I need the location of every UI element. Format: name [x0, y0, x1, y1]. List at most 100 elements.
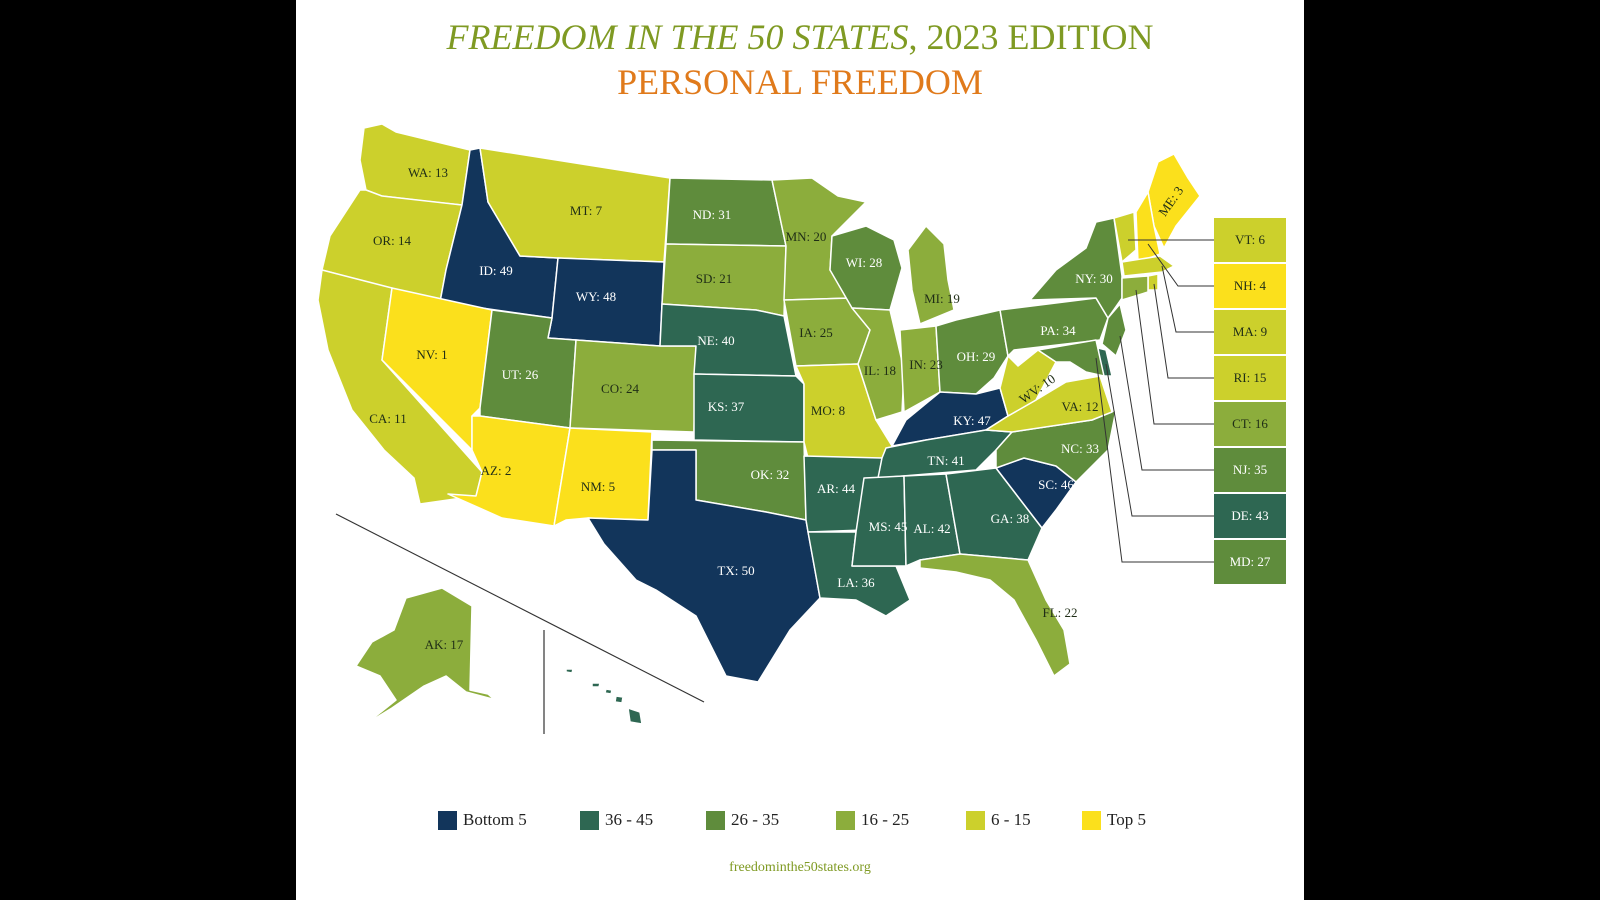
box-ct-label: CT: 16 [1232, 416, 1268, 431]
label-ga: GA: 38 [991, 511, 1030, 526]
alaska-separator-line [335, 513, 705, 703]
map-panel: FREEDOM IN THE 50 STATES, 2023 EDITION P… [296, 0, 1304, 900]
label-pa: PA: 34 [1040, 323, 1076, 338]
legend-swatch [706, 810, 725, 830]
box-vt: VT: 6 [1214, 218, 1286, 262]
label-az: AZ: 2 [481, 463, 512, 478]
legend-label: 26 - 35 [731, 810, 780, 829]
legend-swatch [836, 810, 855, 830]
box-ct: CT: 16 [1214, 402, 1286, 446]
legend-swatch [1082, 810, 1101, 830]
title-rest: , 2023 EDITION [908, 17, 1154, 57]
legend-item-top5: Top 5 [1082, 810, 1146, 830]
map-title: FREEDOM IN THE 50 STATES, 2023 EDITION [296, 16, 1304, 58]
box-nj-label: NJ: 35 [1232, 462, 1268, 477]
state-ct [1121, 275, 1149, 301]
label-nv: NV: 1 [416, 347, 447, 362]
state-il [851, 307, 905, 421]
leader-md [1095, 357, 1214, 563]
label-nd: ND: 31 [693, 207, 732, 222]
label-ak: AK: 17 [425, 637, 464, 652]
legend-item-bottom5: Bottom 5 [438, 810, 527, 830]
box-nh-label: NH: 4 [1233, 278, 1267, 293]
leader-ma [1161, 265, 1214, 333]
state-mi [907, 225, 955, 325]
state-ak [355, 587, 525, 727]
label-ks: KS: 37 [708, 399, 745, 414]
label-tx: TX: 50 [717, 563, 754, 578]
map-legend: Bottom 5 36 - 45 26 - 35 16 - 25 6 - 15 … [438, 810, 1198, 834]
state-ga [945, 467, 1043, 561]
box-vt-label: VT: 6 [1234, 232, 1266, 247]
label-in: IN: 23 [909, 357, 943, 372]
us-state-map: WA: 13 OR: 14 CA: 11 ID: 49 NV: 1 MT: 7 … [317, 123, 1214, 734]
box-de: DE: 43 [1214, 494, 1286, 538]
legend-item-16-25: 16 - 25 [836, 810, 909, 830]
legend-label: Bottom 5 [463, 810, 527, 829]
label-ms: MS: 45 [869, 519, 908, 534]
label-ca: CA: 11 [369, 411, 406, 426]
box-md: MD: 27 [1214, 540, 1286, 584]
legend-label: 6 - 15 [991, 810, 1031, 829]
label-or: OR: 14 [373, 233, 411, 248]
label-id: ID: 49 [479, 263, 513, 278]
label-co: CO: 24 [601, 381, 639, 396]
northeast-leader-lines [1095, 239, 1214, 563]
legend-label: Top 5 [1107, 810, 1146, 829]
state-md [1037, 339, 1105, 377]
label-sd: SD: 21 [696, 271, 732, 286]
label-mi: MI: 19 [924, 291, 960, 306]
label-mn: MN: 20 [786, 229, 827, 244]
label-va: VA: 12 [1062, 399, 1099, 414]
label-sc: SC: 46 [1038, 477, 1074, 492]
label-ok: OK: 32 [751, 467, 790, 482]
label-ut: UT: 26 [502, 367, 539, 382]
label-ar: AR: 44 [817, 481, 855, 496]
state-ri [1147, 273, 1159, 291]
label-la: LA: 36 [837, 575, 875, 590]
map-subtitle: PERSONAL FREEDOM [617, 62, 983, 102]
label-al: AL: 42 [913, 521, 950, 536]
label-ny: NY: 30 [1075, 271, 1112, 286]
label-ne: NE: 40 [697, 333, 734, 348]
box-de-label: DE: 43 [1231, 508, 1269, 523]
legend-swatch [438, 810, 457, 830]
legend-item-26-35: 26 - 35 [706, 810, 779, 830]
box-nj: NJ: 35 [1214, 448, 1286, 492]
label-oh: OH: 29 [957, 349, 996, 364]
box-ma-label: MA: 9 [1232, 324, 1268, 339]
state-fl [919, 553, 1071, 677]
leader-de [1105, 363, 1214, 517]
label-nm: NM: 5 [581, 479, 615, 494]
state-labels: WA: 13 OR: 14 CA: 11 ID: 49 NV: 1 MT: 7 … [369, 165, 1186, 724]
legend-item-6-15: 6 - 15 [966, 810, 1031, 830]
label-wa: WA: 13 [408, 165, 448, 180]
state-ms [851, 475, 907, 567]
label-il: IL: 18 [864, 363, 896, 378]
legend-swatch [580, 810, 599, 830]
label-tn: TN: 41 [927, 453, 964, 468]
legend-swatch [966, 810, 985, 830]
state-ma [1121, 255, 1175, 277]
state-va [985, 375, 1113, 433]
state-ny [1029, 217, 1123, 319]
box-ma: MA: 9 [1214, 310, 1286, 354]
title-italic: FREEDOM IN THE 50 STATES [446, 17, 909, 57]
label-wi: WI: 28 [846, 255, 882, 270]
box-ri: RI: 15 [1214, 356, 1286, 400]
label-mt: MT: 7 [570, 203, 603, 218]
label-ky: KY: 47 [953, 413, 991, 428]
label-hi: HI: 39 [593, 709, 627, 724]
state-wi [829, 225, 903, 311]
leader-ri [1153, 283, 1214, 379]
legend-label: 36 - 45 [605, 810, 654, 829]
box-md-label: MD: 27 [1229, 554, 1271, 569]
leader-ct [1135, 289, 1214, 425]
leader-nj [1119, 335, 1214, 471]
label-ia: IA: 25 [799, 325, 833, 340]
legend-label: 16 - 25 [861, 810, 910, 829]
label-fl: FL: 22 [1042, 605, 1077, 620]
label-mo: MO: 8 [811, 403, 845, 418]
state-tx [587, 449, 821, 683]
label-nc: NC: 33 [1061, 441, 1099, 456]
